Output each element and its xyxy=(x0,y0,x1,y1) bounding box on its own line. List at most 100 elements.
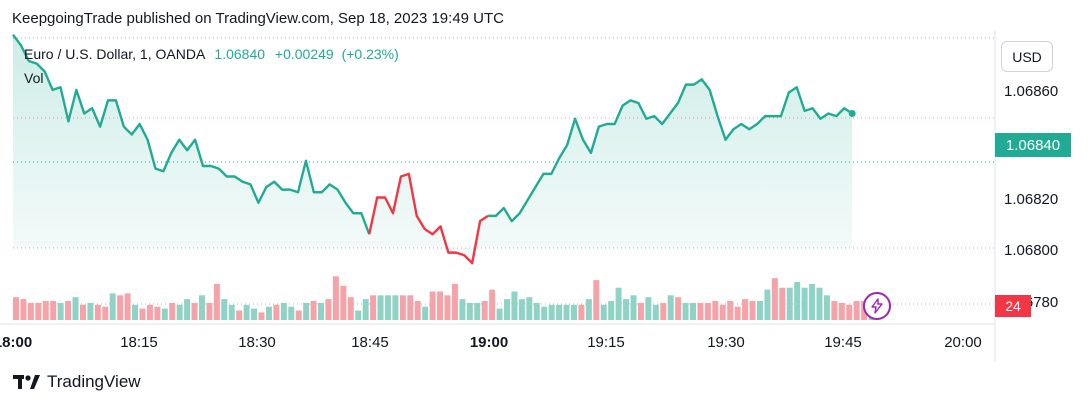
volume-bar xyxy=(838,302,845,320)
volume-bar xyxy=(198,295,205,320)
volume-bar xyxy=(585,299,592,320)
volume-bar xyxy=(816,287,823,320)
volume-bar xyxy=(429,291,436,320)
volume-bar xyxy=(50,301,57,320)
volume-bar xyxy=(801,287,808,320)
symbol-title: Euro / U.S. Dollar, 1, OANDA xyxy=(24,46,205,62)
last-price-value: 1.06840 xyxy=(214,46,266,62)
volume-bar xyxy=(169,302,176,320)
volume-bar xyxy=(466,302,473,320)
volume-bar xyxy=(764,289,771,320)
volume-bar xyxy=(786,287,793,320)
price-line-segment xyxy=(488,78,853,223)
volume-bar xyxy=(303,302,310,320)
volume-bar xyxy=(496,308,503,320)
volume-bar xyxy=(526,297,533,320)
volume-bar xyxy=(645,297,652,320)
volume-bar xyxy=(779,287,786,320)
volume-bar xyxy=(570,304,577,320)
last-price-badge: 1.06840 xyxy=(995,133,1071,157)
x-tick-label: 18:00 xyxy=(0,334,32,351)
volume-bar xyxy=(72,297,79,320)
volume-bar xyxy=(690,302,697,320)
volume-bar xyxy=(823,295,830,320)
volume-bar xyxy=(236,310,243,320)
volume-bar xyxy=(146,304,153,320)
volume-bar xyxy=(325,299,332,320)
volume-bar xyxy=(362,299,369,320)
volume-bar xyxy=(533,302,540,320)
currency-button[interactable]: USD xyxy=(1001,41,1053,72)
volume-bar xyxy=(20,299,27,320)
volume-bar xyxy=(794,282,801,320)
volume-bar xyxy=(504,299,511,320)
volume-bar xyxy=(124,293,131,320)
volume-bar xyxy=(719,304,726,320)
volume-bar xyxy=(384,295,391,320)
x-tick-label: 18:15 xyxy=(120,334,158,351)
volume-bar xyxy=(191,302,198,320)
chart-area[interactable]: 1.068601.068201.068001.0678018:0018:1518… xyxy=(0,30,1090,362)
volume-bar xyxy=(332,276,339,320)
last-price-dot xyxy=(848,110,856,117)
volume-bar xyxy=(102,306,109,320)
volume-bar xyxy=(79,304,86,320)
x-tick-label: 19:45 xyxy=(824,334,862,351)
volume-bar xyxy=(87,302,94,320)
volume-bar xyxy=(213,283,220,320)
volume-bar xyxy=(228,304,235,320)
volume-bar xyxy=(541,306,548,320)
volume-bar xyxy=(727,301,734,320)
volume-bar xyxy=(414,301,421,320)
volume-bar xyxy=(809,283,816,320)
bolt-icon[interactable] xyxy=(863,292,891,320)
volume-bar xyxy=(422,306,429,320)
volume-bar xyxy=(318,302,325,320)
volume-bar xyxy=(176,304,183,320)
volume-bar xyxy=(407,295,414,320)
volume-bar xyxy=(459,299,466,320)
volume-bar xyxy=(94,304,101,320)
volume-bar xyxy=(347,297,354,320)
volume-bar xyxy=(697,302,704,320)
x-tick-label: 19:30 xyxy=(707,334,745,351)
volume-bar xyxy=(243,304,250,320)
volume-bar xyxy=(615,287,622,320)
y-tick-label: 1.06820 xyxy=(1004,191,1058,208)
volume-bar xyxy=(734,306,741,320)
price-chart[interactable]: 1.068601.068201.068001.0678018:0018:1518… xyxy=(0,30,1090,362)
volume-bar xyxy=(310,301,317,320)
volume-bar xyxy=(13,297,19,320)
volume-bar xyxy=(652,304,659,320)
volume-bar xyxy=(667,295,674,320)
volume-bar xyxy=(712,301,719,320)
volume-bar xyxy=(399,295,406,320)
volume-bar xyxy=(57,302,64,320)
volume-bar xyxy=(682,302,689,320)
volume-bar xyxy=(846,304,853,320)
volume-legend-label: Vol xyxy=(24,70,44,86)
volume-bar xyxy=(370,295,377,320)
volume-bar xyxy=(518,299,525,320)
volume-bar xyxy=(251,308,258,320)
y-tick-label: 1.06800 xyxy=(1004,242,1058,259)
volume-bar xyxy=(563,304,570,320)
volume-bar xyxy=(749,301,756,320)
publish-info: KeepgoingTrade published on TradingView.… xyxy=(12,10,504,27)
volume-bar xyxy=(258,312,265,320)
volume-bar xyxy=(600,304,607,320)
volume-bar xyxy=(161,308,168,320)
volume-bar xyxy=(831,301,838,320)
volume-bar xyxy=(340,285,347,320)
volume-bar xyxy=(489,289,496,320)
volume-bar xyxy=(265,306,272,320)
volume-bar xyxy=(511,291,518,320)
volume-bar xyxy=(27,302,34,320)
volume-bar xyxy=(132,304,139,320)
volume-bar xyxy=(184,299,191,320)
volume-bar xyxy=(704,302,711,320)
volume-bar xyxy=(474,302,481,320)
volume-bar xyxy=(756,301,763,320)
price-line-down-segment xyxy=(368,172,489,265)
x-tick-label: 19:00 xyxy=(470,334,508,351)
